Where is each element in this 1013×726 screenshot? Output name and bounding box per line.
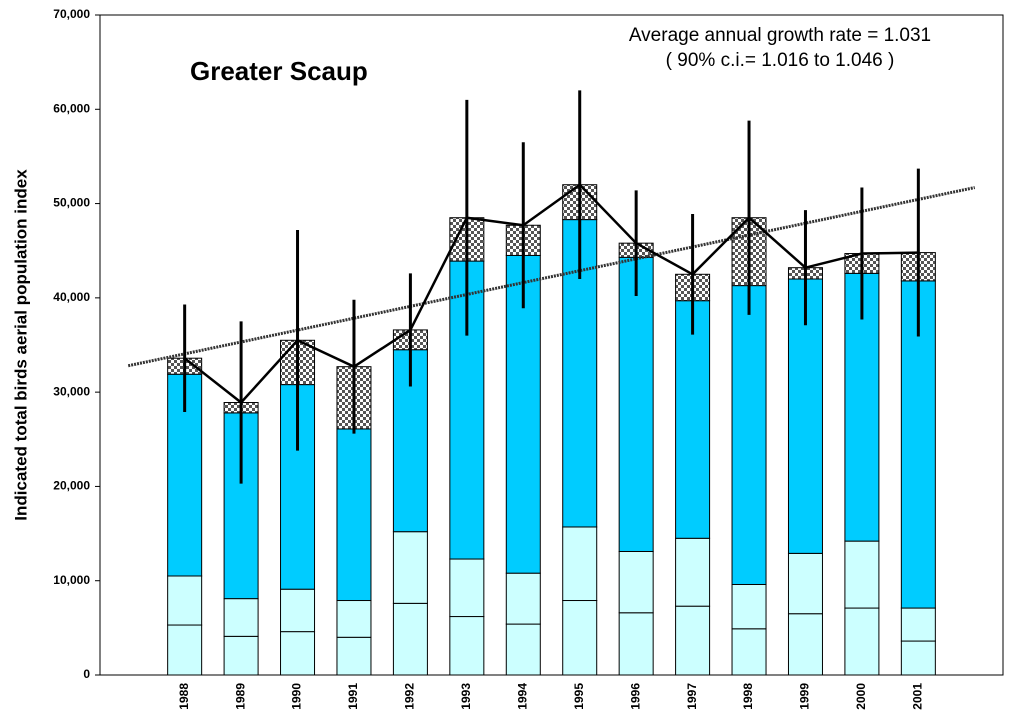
x-tick-label: 2001 bbox=[911, 683, 925, 710]
bar-segment bbox=[675, 605, 711, 676]
trend-line bbox=[127, 186, 976, 368]
bar-segment bbox=[731, 285, 767, 585]
bar-segment bbox=[336, 636, 372, 676]
x-tick-label: 1998 bbox=[741, 683, 755, 710]
bar-segment bbox=[787, 552, 823, 615]
bar-segment bbox=[618, 550, 654, 614]
plot-frame bbox=[99, 14, 1004, 676]
bar-segment bbox=[167, 624, 203, 676]
x-tick-label: 1995 bbox=[572, 683, 586, 710]
y-axis-label: Indicated total birds aerial population … bbox=[11, 169, 30, 521]
y-tick-label: 70,000 bbox=[53, 7, 90, 21]
y-tick-label: 20,000 bbox=[53, 479, 90, 493]
x-tick-label: 1988 bbox=[177, 683, 191, 710]
x-tick-label: 1999 bbox=[798, 683, 812, 710]
bar-segment bbox=[167, 575, 203, 626]
annotation: Average annual growth rate = 1.031 bbox=[629, 25, 931, 46]
x-tick-label: 1990 bbox=[290, 683, 304, 710]
x-tick-label: 1994 bbox=[515, 683, 529, 710]
chart-title: Greater Scaup bbox=[190, 56, 368, 86]
bar-segment bbox=[787, 613, 823, 676]
x-tick-label: 1993 bbox=[459, 683, 473, 710]
bar-segment bbox=[900, 607, 936, 642]
bar-segment bbox=[392, 531, 428, 604]
bar-segment bbox=[900, 640, 936, 676]
bar-segment bbox=[844, 540, 880, 609]
bar-segment bbox=[336, 600, 372, 638]
y-tick-label: 30,000 bbox=[53, 384, 90, 398]
y-tick-label: 60,000 bbox=[53, 101, 90, 115]
bar-segment bbox=[449, 558, 485, 618]
bar-segment bbox=[280, 631, 316, 676]
bar-segment bbox=[618, 612, 654, 676]
bar-segment bbox=[223, 635, 259, 676]
bar-segment bbox=[223, 598, 259, 637]
bar-segment bbox=[505, 572, 541, 625]
y-tick-label: 0 bbox=[83, 667, 90, 681]
x-tick-label: 2000 bbox=[854, 683, 868, 710]
y-tick-label: 10,000 bbox=[53, 573, 90, 587]
bar-segment bbox=[505, 623, 541, 676]
bar-segment bbox=[562, 600, 598, 676]
x-tick-label: 1992 bbox=[403, 683, 417, 710]
x-tick-label: 1997 bbox=[685, 683, 699, 710]
bar-segment bbox=[562, 526, 598, 602]
bar-segment bbox=[844, 607, 880, 676]
bar-segment bbox=[449, 616, 485, 676]
x-tick-label: 1991 bbox=[346, 683, 360, 710]
bar-segment bbox=[505, 254, 541, 574]
bar-segment bbox=[280, 588, 316, 633]
annotation: ( 90% c.i.= 1.016 to 1.046 ) bbox=[666, 50, 895, 71]
bar-segment bbox=[392, 602, 428, 676]
total-line bbox=[183, 183, 919, 405]
x-tick-label: 1996 bbox=[628, 683, 642, 710]
bar-segment bbox=[618, 256, 654, 552]
bar-segment bbox=[675, 300, 711, 539]
bar-segment bbox=[675, 537, 711, 607]
y-tick-label: 50,000 bbox=[53, 196, 90, 210]
bar-segment bbox=[167, 373, 203, 577]
bar-segment bbox=[336, 428, 372, 602]
bar-segment bbox=[731, 628, 767, 676]
y-tick-label: 40,000 bbox=[53, 290, 90, 304]
bar-segment bbox=[731, 583, 767, 630]
x-tick-label: 1989 bbox=[233, 683, 247, 710]
